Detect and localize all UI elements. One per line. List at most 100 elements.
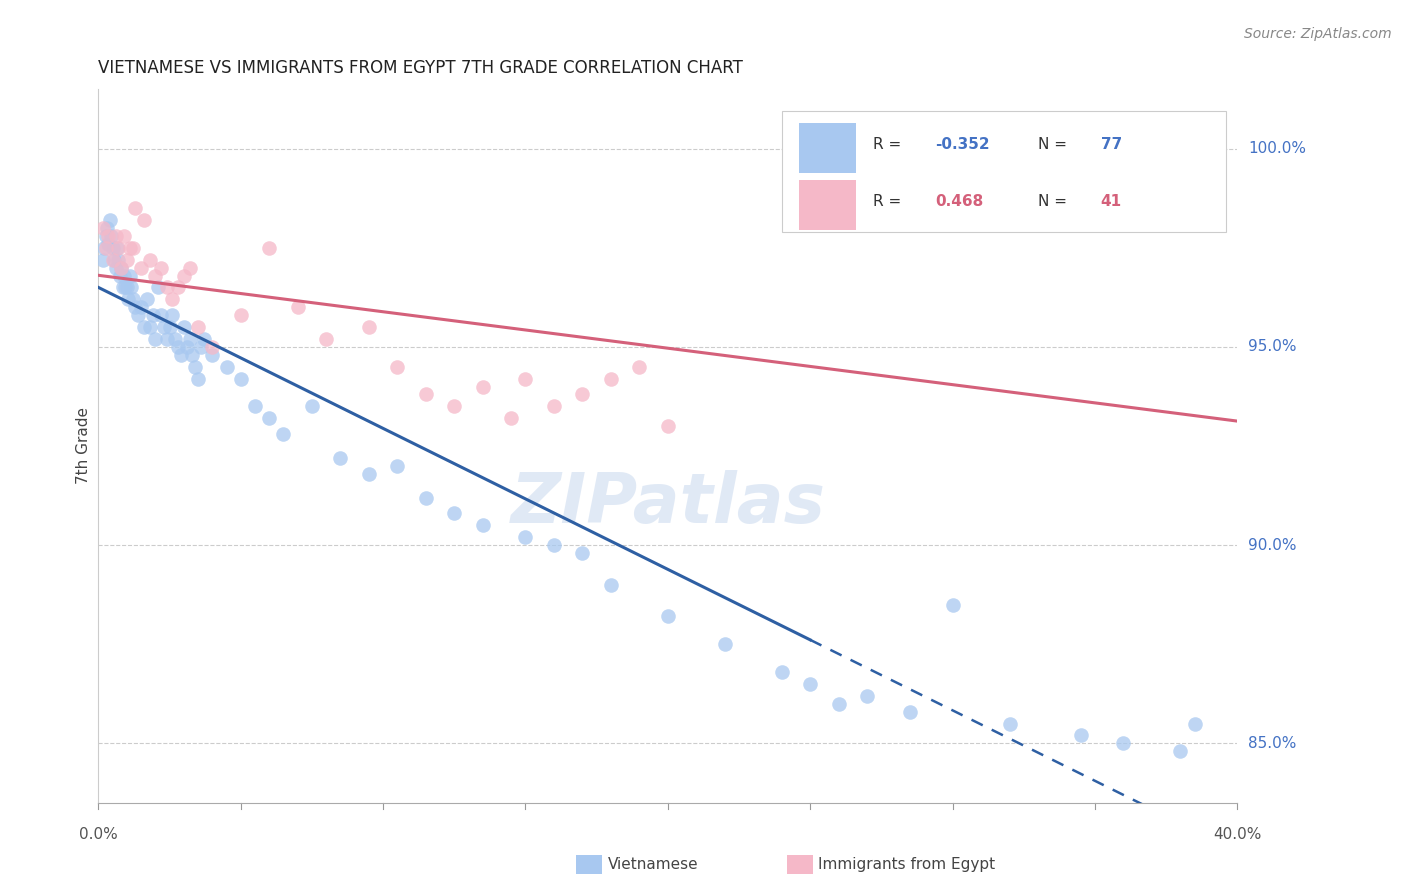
Point [121,293,143,307]
Text: R =: R = [873,194,911,209]
Point [259,241,281,255]
Point [105,241,128,255]
Point [138,252,160,267]
Point [600,578,623,592]
Point [443,507,465,521]
Point [190,340,212,354]
Point [156,332,179,346]
Point [91,221,114,235]
Point [173,268,195,283]
Point [828,697,851,711]
Point [132,320,155,334]
Point [315,332,337,346]
Point [150,308,173,322]
Point [229,371,252,385]
Point [201,340,224,354]
Point [600,371,623,385]
Point [98,213,121,227]
Point [898,705,921,719]
Point [179,332,201,346]
Point [129,260,152,275]
Point [103,252,125,267]
Point [91,252,114,267]
Point [153,320,176,334]
Point [114,280,136,294]
Point [96,221,118,235]
Point [111,280,134,294]
Point [170,348,193,362]
Text: 95.0%: 95.0% [1249,339,1296,354]
Point [179,260,201,275]
Point [94,241,117,255]
Text: 0.468: 0.468 [935,194,984,209]
Bar [782,111,1226,232]
Point [571,546,593,560]
Point [329,450,352,465]
Point [159,320,181,334]
Point [156,280,179,294]
Point [229,308,252,322]
Point [515,371,537,385]
Text: 40.0%: 40.0% [1213,827,1261,841]
Text: Immigrants from Egypt: Immigrants from Egypt [818,857,995,871]
Point [215,359,238,374]
Text: 0.0%: 0.0% [79,827,118,841]
Point [162,293,184,307]
Point [415,387,437,401]
Point [165,332,187,346]
Bar [799,123,856,173]
Point [124,300,146,314]
Point [357,320,380,334]
Point [97,236,120,251]
Point [799,677,821,691]
Point [184,359,207,374]
Point [167,280,190,294]
Point [124,201,146,215]
Point [443,400,465,414]
Point [110,260,132,275]
Point [121,241,143,255]
Point [1070,728,1092,742]
Point [287,300,309,314]
Point [104,260,127,275]
Point [942,598,965,612]
Point [628,359,651,374]
Point [115,252,138,267]
Bar [799,180,856,230]
Text: R =: R = [873,137,905,152]
Point [415,491,437,505]
Point [387,359,409,374]
Point [471,379,494,393]
Point [187,320,209,334]
Point [770,665,793,679]
Point [118,268,141,283]
Point [127,308,149,322]
Point [543,538,565,552]
Point [181,348,204,362]
Point [135,293,157,307]
Point [387,458,409,473]
Point [100,228,122,243]
Point [107,252,129,267]
Point [657,419,679,434]
Point [129,300,152,314]
Text: Source: ZipAtlas.com: Source: ZipAtlas.com [1244,27,1392,41]
Point [1112,736,1135,750]
Point [118,241,141,255]
Text: N =: N = [1038,194,1071,209]
Point [1184,716,1206,731]
Point [117,293,139,307]
Point [145,268,167,283]
Point [273,427,295,442]
Point [94,228,117,243]
Text: 90.0%: 90.0% [1249,538,1296,553]
Point [101,252,124,267]
Point [120,280,142,294]
Point [148,280,170,294]
Text: -0.352: -0.352 [935,137,990,152]
Point [176,340,198,354]
Point [150,260,173,275]
Text: 77: 77 [1101,137,1122,152]
Point [998,716,1021,731]
Point [714,637,737,651]
